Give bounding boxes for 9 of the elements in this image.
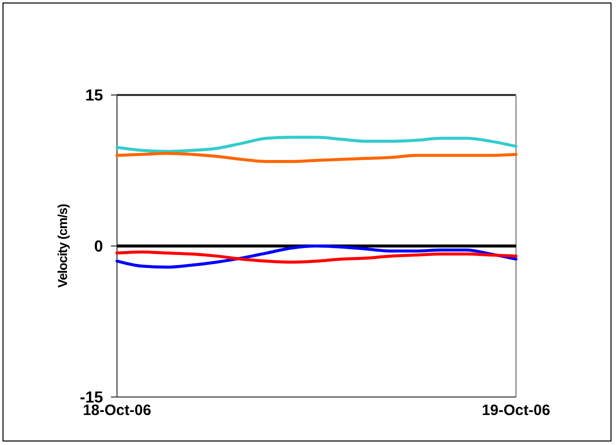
y-axis-title: Velocity (cm/s) <box>55 204 70 288</box>
line-series <box>116 244 518 269</box>
line-series <box>116 152 518 163</box>
y-tick-label: 15 <box>85 88 104 105</box>
x-tick-label: 19-Oct-06 <box>482 402 550 419</box>
line-series <box>116 250 518 264</box>
y-tick-label: 0 <box>94 238 104 256</box>
line-series <box>116 136 518 153</box>
x-tick-label: 18-Oct-06 <box>82 402 152 419</box>
